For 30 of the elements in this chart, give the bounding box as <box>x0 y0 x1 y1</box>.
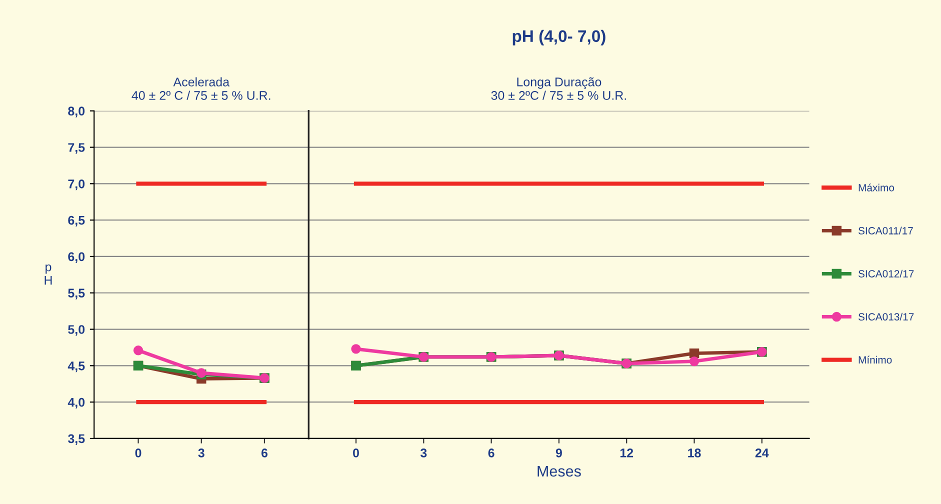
x-tick-label: 9 <box>556 448 562 458</box>
legend-label: Mínimo <box>858 356 892 364</box>
legend-label: Máximo <box>858 184 894 192</box>
x-tick-label: 0 <box>135 448 142 458</box>
y-tick-label: 5,5 <box>68 288 85 300</box>
legend-label: SICA011/17 <box>858 226 913 234</box>
chart-title: pH (4,0- 7,0) <box>512 30 606 46</box>
y-tick-label: 6,5 <box>68 216 85 227</box>
chart-subtitle: Longa Duração 30 ± 2ºC / 75 ± 5 % U.R. <box>491 77 626 100</box>
chart-subtitle: Acelerada 40 ± 2º C / 75 ± 5 % U.R. <box>132 77 270 100</box>
y-tick-label: 4,5 <box>68 362 85 372</box>
x-tick-label: 18 <box>688 448 701 458</box>
y-tick-label: 7,5 <box>68 143 85 154</box>
x-tick-label: 24 <box>755 448 769 458</box>
y-tick-label: 6,0 <box>68 252 85 263</box>
y-tick-label: 7,0 <box>68 179 85 190</box>
y-tick-label: 4,0 <box>68 398 85 409</box>
y-tick-label: 8,0 <box>68 106 85 118</box>
y-tick-label: 5,0 <box>68 325 85 336</box>
legend-label: SICA013/17 <box>858 312 914 321</box>
x-axis-title: Meses <box>538 466 581 477</box>
x-tick-label: 6 <box>261 448 268 458</box>
y-axis-title: p H <box>44 264 52 285</box>
x-tick-label: 0 <box>353 448 359 458</box>
x-tick-label: 3 <box>420 448 427 458</box>
legend-label: SICA012/17 <box>858 270 914 278</box>
x-tick-label: 6 <box>488 448 494 458</box>
x-tick-label: 3 <box>198 448 204 458</box>
x-tick-label: 12 <box>620 448 634 458</box>
y-tick-label: 3,5 <box>68 434 85 445</box>
